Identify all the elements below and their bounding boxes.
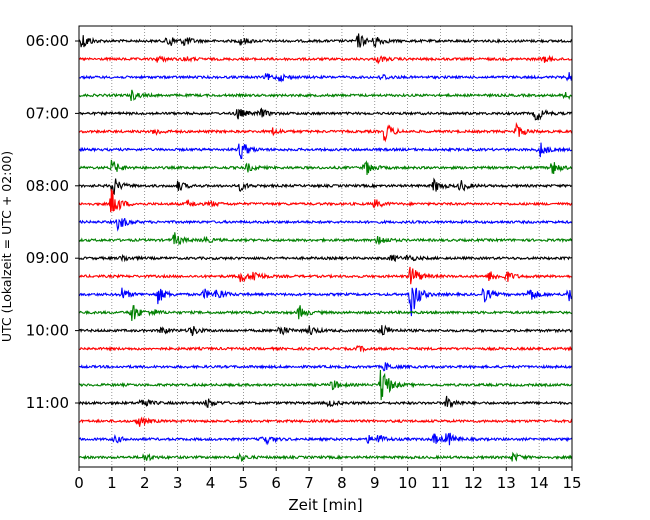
y-axis: 06:00 07:00 08:00 09:00 10:00 11:00	[26, 32, 79, 412]
trace-1015	[78, 344, 573, 353]
trace-1115	[78, 416, 573, 427]
x-tick-label: 6	[271, 474, 281, 492]
trace-0715	[78, 121, 573, 143]
trace-1100	[78, 395, 573, 408]
x-tick-label: 8	[337, 474, 347, 492]
x-tick-label: 4	[206, 474, 216, 492]
trace-1045	[78, 369, 573, 401]
trace-0630	[78, 72, 573, 83]
trace-0815	[78, 189, 573, 213]
grid-lines	[78, 26, 573, 467]
trace-0730	[78, 142, 573, 160]
trace-0830	[78, 217, 573, 232]
trace-0915	[78, 266, 573, 285]
trace-0845	[78, 232, 573, 247]
x-tick-label: 5	[239, 474, 249, 492]
trace-1145	[78, 451, 573, 462]
traces	[78, 33, 573, 462]
x-axis: 0 1 2 3 4 5 6 7 8 9 10 11 12 13 14 15	[74, 467, 582, 492]
trace-1000	[78, 324, 573, 337]
x-tick-label: 9	[370, 474, 380, 492]
trace-0645	[78, 89, 573, 102]
x-tick-label: 2	[140, 474, 150, 492]
y-tick-label: 08:00	[26, 177, 69, 195]
trace-0930	[78, 287, 573, 317]
trace-0800	[78, 177, 573, 196]
x-tick-label: 14	[530, 474, 549, 492]
y-axis-label: UTC (Lokalzeit = UTC + 02:00)	[0, 151, 14, 342]
plot-frame	[78, 25, 573, 468]
trace-0700	[78, 107, 573, 121]
x-tick-label: 3	[173, 474, 183, 492]
trace-0900	[78, 253, 573, 263]
trace-1130	[78, 432, 573, 446]
y-tick-label: 06:00	[26, 32, 69, 50]
y-tick-label: 07:00	[26, 104, 69, 122]
trace-1030	[78, 362, 573, 372]
x-tick-label: 12	[464, 474, 483, 492]
x-tick-label: 10	[398, 474, 417, 492]
x-axis-label: Zeit [min]	[288, 496, 362, 514]
x-tick-label: 13	[497, 474, 516, 492]
trace-0600	[78, 33, 573, 49]
x-tick-label: 1	[107, 474, 117, 492]
y-tick-label: 09:00	[26, 249, 69, 267]
x-tick-label: 7	[304, 474, 314, 492]
trace-0615	[78, 54, 573, 65]
trace-0945	[78, 305, 573, 321]
x-tick-label: 0	[74, 474, 84, 492]
y-tick-label: 10:00	[26, 322, 69, 340]
y-tick-label: 11:00	[26, 394, 69, 412]
x-tick-label: 15	[562, 474, 581, 492]
trace-0745	[78, 159, 573, 176]
x-tick-label: 11	[431, 474, 450, 492]
